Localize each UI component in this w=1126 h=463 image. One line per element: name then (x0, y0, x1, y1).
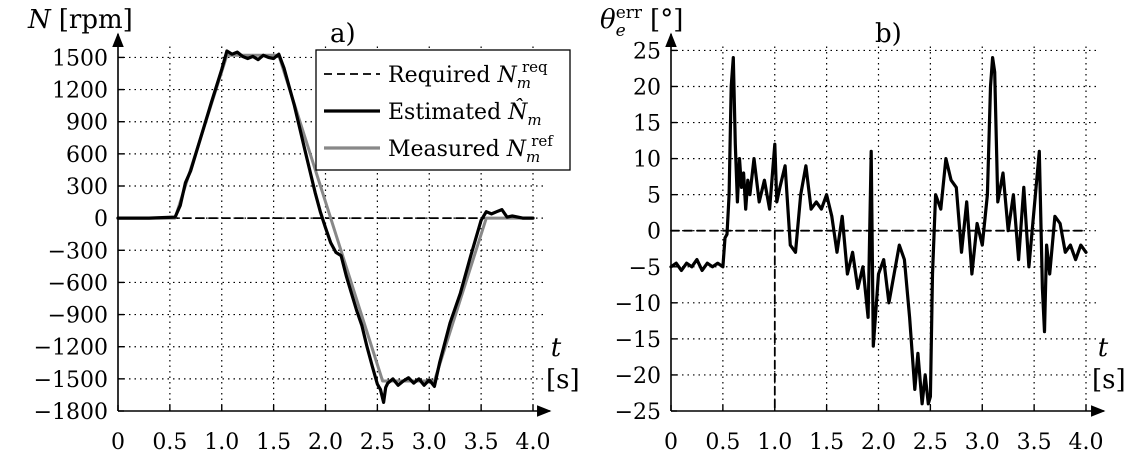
y-axis-symbol: N (27, 5, 52, 35)
x-tick-label: 4.0 (516, 430, 551, 455)
legend-symbol: N̂ (507, 99, 528, 125)
x-axis-label: t (1098, 333, 1109, 363)
x-axis-unit: [s] (1092, 365, 1126, 395)
x-tick-label: 0.5 (152, 430, 187, 455)
x-tick-label: 3.5 (1017, 430, 1052, 455)
y-tick-label: 300 (66, 175, 108, 200)
y-tick-label: −600 (48, 271, 108, 296)
series-line-2 (116, 49, 535, 404)
x-tick-label: 0 (664, 430, 678, 455)
x-tick-label: 0.5 (705, 430, 740, 455)
y-tick-label: 20 (633, 75, 661, 100)
x-axis-label: t (551, 333, 562, 363)
legend-label-2: Measured Nmref (388, 132, 554, 166)
y-tick-label: 1200 (52, 79, 108, 104)
y-tick-label: −20 (615, 364, 661, 389)
y-axis-unit: [°] (650, 5, 683, 35)
chart-panel-a: 0 0.5 1.0 1.5 2.0 2.5 3.0 3.5 4.0 1500 1200 900 600 3… (27, 5, 580, 455)
y-tick-label: 0 (647, 220, 661, 245)
y-axis-unit: [rpm] (59, 5, 133, 35)
y-tick-label: 25 (633, 39, 661, 64)
y-tick-label: 15 (633, 112, 661, 137)
y-tick-label: −25 (615, 400, 661, 425)
x-tick-label: 1.5 (256, 430, 291, 455)
y-tick-label: 5 (647, 184, 661, 209)
y-tick-label: −10 (615, 292, 661, 317)
x-tick-label: 3.5 (464, 430, 499, 455)
legend-text: Measured (388, 137, 507, 162)
x-tick-label: 1.5 (809, 430, 844, 455)
x-tick-label: 2.0 (308, 430, 343, 455)
y-axis-symbol: θ (600, 5, 616, 35)
legend-superscript: ref (531, 132, 554, 150)
legend-text: Required (388, 63, 497, 88)
panel-label: a) (330, 19, 356, 49)
y-axis-superscript: err (616, 3, 643, 23)
legend-text: Estimated (388, 100, 508, 125)
y-tick-label: −15 (615, 328, 661, 353)
x-tick-label: 4.0 (1069, 430, 1104, 455)
x-tick-label: 3.0 (412, 430, 447, 455)
x-tick-label: 3.0 (965, 430, 1000, 455)
legend-label-1: Estimated N̂m (388, 99, 542, 129)
x-tick-label: 1.0 (204, 430, 239, 455)
y-tick-label: 1500 (52, 46, 108, 71)
y-tick-label: −900 (48, 304, 108, 329)
y-tick-label: 600 (66, 143, 108, 168)
legend-symbol: N (506, 137, 527, 162)
legend-label-0: Required Nmreq (388, 58, 548, 92)
y-tick-label: −300 (48, 239, 108, 264)
y-axis-label: N [rpm] (27, 5, 133, 35)
y-tick-label: 0 (94, 207, 108, 232)
x-axis-unit: [s] (546, 365, 580, 395)
y-axis-label: θeerr [°] (600, 3, 683, 41)
x-tick-label: 2.0 (861, 430, 896, 455)
legend-superscript: req (522, 58, 548, 76)
series-line-2 (669, 55, 1088, 406)
y-tick-label: −1200 (34, 336, 108, 361)
y-tick-label: −1500 (34, 368, 108, 393)
legend-subscript: m (526, 148, 540, 166)
panel-label: b) (875, 19, 902, 49)
legend-symbol: N (496, 63, 517, 88)
x-tick-label: 2.5 (913, 430, 948, 455)
y-tick-label: 900 (66, 111, 108, 136)
x-tick-label: 1.0 (757, 430, 792, 455)
legend-subscript: m (517, 74, 531, 92)
chart-panel-b: 0 0.5 1.0 1.5 2.0 2.5 3.0 3.5 4.0 25 20 15 10 5 0 −5 −10… (600, 3, 1126, 455)
legend-subscript: m (527, 111, 541, 129)
x-tick-label: 2.5 (360, 430, 395, 455)
y-axis-subscript: e (616, 21, 626, 41)
x-tick-label: 0 (111, 430, 125, 455)
y-tick-label: −1800 (34, 400, 108, 425)
y-tick-label: 10 (633, 148, 661, 173)
y-tick-label: −5 (629, 256, 661, 281)
